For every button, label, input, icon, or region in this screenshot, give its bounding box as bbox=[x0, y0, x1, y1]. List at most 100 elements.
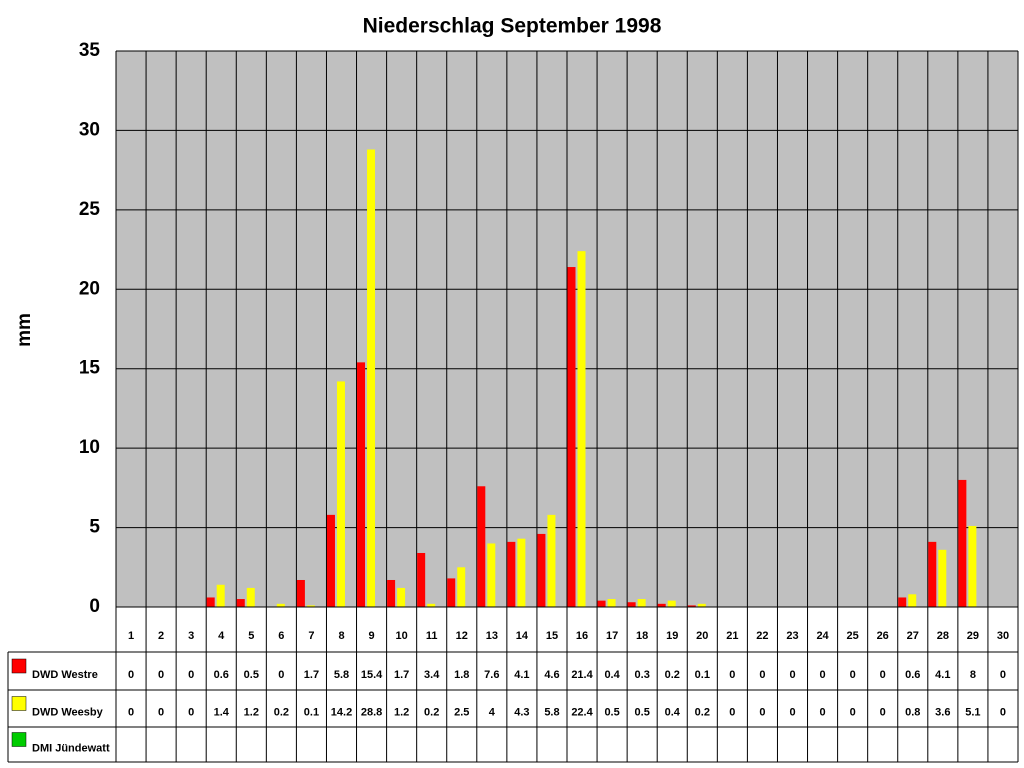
bar bbox=[306, 605, 315, 607]
table-value: 0 bbox=[128, 706, 134, 718]
table-value: 1.7 bbox=[304, 669, 319, 681]
bar bbox=[687, 605, 696, 607]
table-value: 4.6 bbox=[544, 669, 559, 681]
table-value: 0.6 bbox=[905, 669, 920, 681]
table-value: 0 bbox=[278, 669, 284, 681]
table-value: 0.4 bbox=[604, 669, 620, 681]
x-tick-label: 3 bbox=[188, 630, 194, 642]
table-value: 21.4 bbox=[571, 669, 593, 681]
y-tick-label: 35 bbox=[79, 40, 101, 61]
table-value: 0 bbox=[1000, 706, 1006, 718]
table-value: 3.6 bbox=[935, 706, 950, 718]
table-value: 5.1 bbox=[965, 706, 980, 718]
y-tick-label: 30 bbox=[79, 119, 100, 140]
table-value: 0 bbox=[820, 669, 826, 681]
bar bbox=[637, 599, 646, 607]
bar bbox=[367, 149, 376, 607]
y-tick-label: 25 bbox=[79, 199, 101, 220]
table-value: 0.5 bbox=[604, 706, 619, 718]
y-tick-label: 15 bbox=[79, 358, 101, 379]
table-value: 0.1 bbox=[695, 669, 710, 681]
bar bbox=[336, 381, 345, 607]
bar bbox=[958, 479, 967, 607]
x-tick-label: 1 bbox=[128, 630, 134, 642]
x-tick-label: 5 bbox=[248, 630, 254, 642]
bar bbox=[216, 584, 225, 607]
bar bbox=[326, 514, 335, 607]
table-value: 0 bbox=[759, 669, 765, 681]
x-tick-label: 17 bbox=[606, 630, 618, 642]
y-axis-label: mm bbox=[14, 313, 35, 347]
bar bbox=[607, 599, 616, 607]
y-tick-label: 20 bbox=[79, 278, 100, 299]
table-value: 0 bbox=[1000, 669, 1006, 681]
table-value: 4 bbox=[489, 706, 496, 718]
table-value: 7.6 bbox=[484, 669, 499, 681]
bar bbox=[236, 599, 245, 607]
table-value: 0 bbox=[128, 669, 134, 681]
y-tick-label: 5 bbox=[89, 517, 100, 538]
bar bbox=[597, 600, 606, 607]
table-value: 0 bbox=[789, 669, 795, 681]
table-value: 4.1 bbox=[935, 669, 950, 681]
x-tick-label: 23 bbox=[786, 630, 798, 642]
bar bbox=[537, 533, 546, 607]
table-value: 0.2 bbox=[274, 706, 289, 718]
table-value: 0.5 bbox=[244, 669, 259, 681]
x-tick-label: 27 bbox=[907, 630, 919, 642]
table-value: 1.7 bbox=[394, 669, 409, 681]
table-value: 0 bbox=[880, 669, 886, 681]
bar bbox=[507, 541, 516, 607]
bar bbox=[938, 549, 947, 607]
x-tick-label: 16 bbox=[576, 630, 588, 642]
table-value: 0.2 bbox=[424, 706, 439, 718]
table-value: 0 bbox=[158, 669, 164, 681]
x-tick-label: 28 bbox=[937, 630, 949, 642]
bar bbox=[296, 579, 305, 607]
x-tick-label: 25 bbox=[847, 630, 859, 642]
bar bbox=[357, 362, 366, 607]
table-value: 5.8 bbox=[544, 706, 559, 718]
table-value: 1.4 bbox=[214, 706, 230, 718]
x-tick-label: 14 bbox=[516, 630, 529, 642]
table-value: 0.2 bbox=[665, 669, 680, 681]
table-value: 0 bbox=[850, 706, 856, 718]
y-tick-label: 10 bbox=[79, 437, 100, 458]
legend-label: DMI Jündewatt bbox=[32, 742, 110, 754]
bar bbox=[577, 251, 586, 607]
table-value: 1.2 bbox=[244, 706, 259, 718]
bar bbox=[657, 603, 666, 607]
x-tick-label: 10 bbox=[396, 630, 408, 642]
bar bbox=[627, 602, 636, 607]
table-value: 0 bbox=[820, 706, 826, 718]
bar bbox=[246, 587, 255, 607]
bar bbox=[477, 486, 486, 607]
table-value: 0 bbox=[158, 706, 164, 718]
bar bbox=[928, 541, 937, 607]
x-tick-label: 13 bbox=[486, 630, 498, 642]
table-value: 0 bbox=[850, 669, 856, 681]
chart-title: Niederschlag September 1998 bbox=[363, 15, 662, 38]
x-tick-label: 30 bbox=[997, 630, 1009, 642]
legend-swatch bbox=[11, 658, 27, 674]
bar bbox=[898, 597, 907, 607]
table-value: 0.4 bbox=[665, 706, 681, 718]
legend-swatch bbox=[11, 696, 27, 711]
x-tick-label: 15 bbox=[546, 630, 558, 642]
x-tick-label: 26 bbox=[877, 630, 889, 642]
x-tick-label: 7 bbox=[308, 630, 314, 642]
table-value: 0.3 bbox=[635, 669, 650, 681]
bar bbox=[667, 600, 676, 607]
table-value: 4.1 bbox=[514, 669, 529, 681]
x-tick-label: 20 bbox=[696, 630, 708, 642]
legend-label: DWD Westre bbox=[32, 669, 98, 681]
table-value: 28.8 bbox=[361, 706, 382, 718]
bar bbox=[547, 514, 556, 607]
table-value: 22.4 bbox=[571, 706, 593, 718]
bar bbox=[908, 594, 917, 607]
x-tick-label: 12 bbox=[456, 630, 468, 642]
legend-swatch bbox=[11, 732, 27, 747]
table-value: 0 bbox=[880, 706, 886, 718]
bar bbox=[397, 587, 406, 607]
